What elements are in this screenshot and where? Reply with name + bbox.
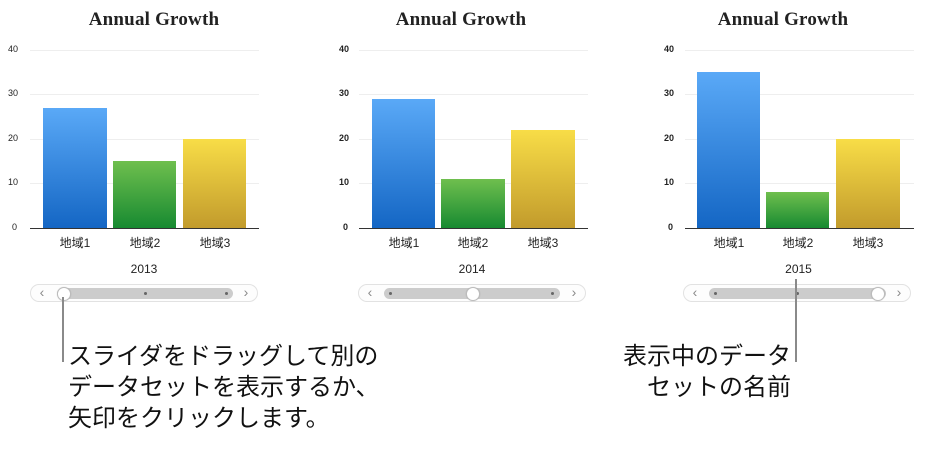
callout-line-slider — [62, 297, 64, 362]
chevron-right-icon[interactable]: › — [896, 284, 902, 300]
y-tick-20: 20 — [664, 133, 675, 143]
y-tick-20: 20 — [339, 133, 350, 143]
chevron-right-icon[interactable]: › — [571, 284, 577, 300]
chart-panel-2013: Annual Growth 40 30 20 10 0 地域1 地域2 地域3 … — [0, 0, 300, 310]
gridline — [685, 139, 914, 140]
gridline — [685, 94, 914, 95]
bar-region2 — [441, 179, 505, 228]
chart-panel-2014: Annual Growth 40 30 20 10 0 地域1 地域2 地域3 … — [327, 0, 627, 310]
slider-knob[interactable] — [466, 287, 480, 301]
x-axis — [685, 228, 914, 229]
y-tick-40: 40 — [664, 44, 675, 54]
slider-track[interactable] — [384, 287, 560, 301]
y-tick-30: 30 — [664, 88, 675, 98]
callout-line-1: 表示中のデータ — [623, 342, 791, 370]
bar-region2 — [113, 161, 176, 228]
bar-region3 — [511, 130, 575, 228]
slider-stop — [714, 292, 717, 295]
slider-knob[interactable] — [57, 287, 71, 301]
slider-track[interactable] — [57, 287, 233, 301]
x-label-region3: 地域3 — [527, 236, 559, 250]
plot-area — [685, 50, 914, 229]
bar-region1 — [43, 108, 107, 228]
gridline — [30, 94, 259, 95]
chevron-right-icon[interactable]: › — [243, 284, 249, 300]
gridline — [359, 94, 588, 95]
gridline — [30, 50, 259, 51]
x-label-region3: 地域3 — [199, 236, 231, 250]
dataset-name: 2014 — [458, 262, 486, 276]
chart-title: Annual Growth — [395, 9, 527, 30]
slider-stop — [796, 292, 799, 295]
chart-panel-2015: Annual Growth 40 30 20 10 0 地域1 地域2 地域3 … — [652, 0, 931, 310]
dataset-name: 2013 — [130, 262, 158, 276]
gridline — [685, 50, 914, 51]
slider-stop — [144, 292, 147, 295]
bar-region1 — [697, 72, 760, 228]
x-label-region1: 地域1 — [388, 236, 420, 250]
chevron-left-icon[interactable]: ‹ — [39, 284, 45, 300]
callout-slider-instructions: スライダをドラッグして別の データセットを表示するか、 矢印をクリックします。 — [68, 341, 380, 434]
slider-knob[interactable] — [871, 287, 885, 301]
dataset-slider[interactable]: ‹ › — [30, 284, 258, 302]
dataset-slider[interactable]: ‹ › — [683, 284, 911, 302]
x-axis — [30, 228, 259, 229]
x-label-region2: 地域2 — [457, 236, 489, 250]
bar-region2 — [766, 192, 829, 228]
y-tick-40: 40 — [339, 44, 350, 54]
y-tick-10: 10 — [8, 177, 19, 187]
y-tick-0: 0 — [668, 222, 674, 232]
chevron-left-icon[interactable]: ‹ — [692, 284, 698, 300]
dataset-slider[interactable]: ‹ › — [358, 284, 586, 302]
slider-stop — [551, 292, 554, 295]
gridline — [685, 183, 914, 184]
callout-line-2: データセットを表示するか、 — [68, 373, 380, 401]
callout-dataset-name: 表示中のデータ セットの名前 — [605, 341, 791, 403]
bar-region3 — [183, 139, 246, 228]
y-tick-10: 10 — [339, 177, 350, 187]
x-label-region1: 地域1 — [713, 236, 745, 250]
plot-area — [30, 50, 259, 229]
bar-region1 — [372, 99, 435, 228]
slider-track[interactable] — [709, 287, 886, 301]
x-label-region2: 地域2 — [782, 236, 814, 250]
y-tick-30: 30 — [8, 88, 19, 98]
callout-line-1: スライダをドラッグして別の — [68, 342, 379, 370]
x-label-region2: 地域2 — [129, 236, 161, 250]
y-tick-40: 40 — [8, 44, 19, 54]
y-tick-0: 0 — [343, 222, 349, 232]
y-tick-0: 0 — [12, 222, 18, 232]
gridline — [30, 139, 259, 140]
chart-title: Annual Growth — [88, 9, 220, 30]
gridline — [359, 139, 588, 140]
y-tick-10: 10 — [664, 177, 675, 187]
y-tick-30: 30 — [339, 88, 350, 98]
chevron-left-icon[interactable]: ‹ — [367, 284, 373, 300]
x-label-region1: 地域1 — [59, 236, 91, 250]
callout-line-3: 矢印をクリックします。 — [68, 404, 330, 432]
dataset-name: 2015 — [785, 262, 812, 276]
x-label-region3: 地域3 — [852, 236, 884, 250]
slider-stop — [389, 292, 392, 295]
callout-line-2: セットの名前 — [647, 373, 791, 401]
chart-title: Annual Growth — [717, 9, 849, 30]
callout-line-dataset-name — [795, 279, 797, 362]
bar-region3 — [836, 139, 900, 228]
plot-area — [359, 50, 588, 229]
y-tick-20: 20 — [8, 133, 19, 143]
gridline — [359, 50, 588, 51]
x-axis — [359, 228, 588, 229]
slider-stop — [225, 292, 228, 295]
